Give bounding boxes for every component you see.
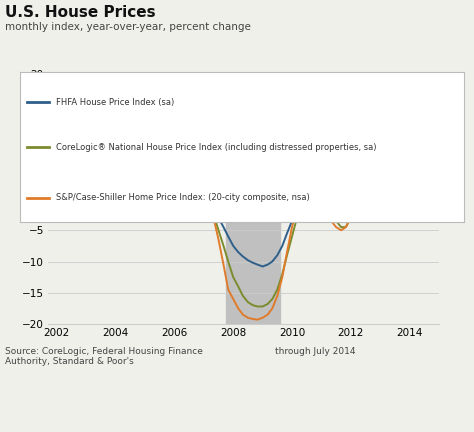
- Text: Source: CoreLogic, Federal Housing Finance
Authority, Standard & Poor's: Source: CoreLogic, Federal Housing Finan…: [5, 347, 202, 366]
- Bar: [226, 74, 280, 324]
- Text: S&P/Case-Shiller Home Price Index: (20-city composite, nsa): S&P/Case-Shiller Home Price Index: (20-c…: [55, 194, 309, 203]
- Text: through July 2014: through July 2014: [275, 347, 356, 356]
- Text: U.S. House Prices: U.S. House Prices: [5, 5, 155, 20]
- Text: 6.75: 6.75: [427, 152, 453, 162]
- Text: 4.39: 4.39: [427, 167, 453, 177]
- Text: FHFA House Price Index (sa): FHFA House Price Index (sa): [55, 98, 174, 107]
- Text: CoreLogic® National House Price Index (including distressed properties, sa): CoreLogic® National House Price Index (i…: [55, 143, 376, 152]
- Text: 7.45: 7.45: [427, 147, 453, 157]
- Text: monthly index, year-over-year, percent change: monthly index, year-over-year, percent c…: [5, 22, 251, 32]
